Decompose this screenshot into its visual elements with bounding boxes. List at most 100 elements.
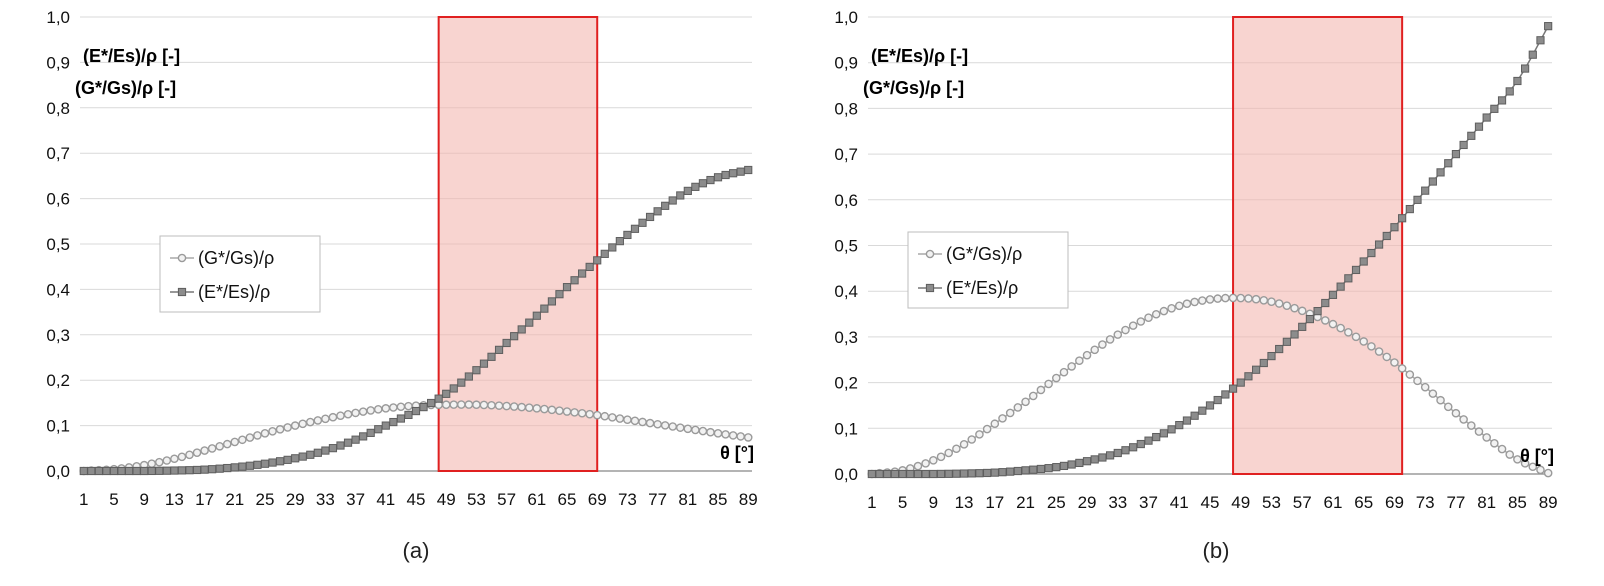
data-point	[630, 224, 640, 233]
data-point	[1297, 306, 1307, 316]
data-point	[1259, 358, 1268, 368]
data-point	[1405, 204, 1414, 214]
data-point	[177, 466, 187, 475]
data-point	[381, 421, 390, 430]
data-point	[547, 405, 557, 415]
data-point	[1121, 325, 1130, 335]
panel-caption: (b)	[1203, 538, 1230, 563]
data-point	[1252, 365, 1261, 374]
data-point	[1174, 301, 1184, 311]
x-tick-label: 49	[437, 490, 456, 509]
data-point	[1082, 350, 1092, 360]
data-point	[343, 438, 353, 447]
data-point	[1328, 290, 1338, 299]
data-point	[1190, 411, 1199, 420]
x-tick-label: 57	[497, 490, 516, 509]
data-point	[883, 469, 892, 479]
data-point	[155, 466, 164, 475]
data-point	[336, 411, 345, 420]
data-point	[1390, 223, 1399, 232]
x-tick-label: 25	[256, 490, 275, 509]
data-point	[936, 469, 946, 479]
data-point	[990, 468, 999, 477]
panel-caption: (a)	[403, 538, 430, 563]
data-point	[1144, 313, 1153, 323]
data-point	[479, 359, 489, 368]
data-point	[457, 378, 466, 387]
data-point	[177, 452, 187, 462]
data-point	[517, 325, 526, 334]
data-point	[1005, 408, 1015, 418]
data-point	[867, 469, 876, 479]
data-point	[351, 435, 360, 444]
data-point	[729, 169, 738, 178]
data-point	[875, 469, 884, 479]
data-point	[185, 466, 194, 475]
data-point	[1367, 248, 1376, 258]
y-axis-label-line-1: (E*/Es)/ρ [-]	[871, 46, 968, 66]
data-point	[1098, 340, 1107, 349]
x-tick-label: 81	[1477, 493, 1496, 512]
data-point	[1290, 330, 1299, 339]
data-point	[1467, 131, 1476, 140]
data-point	[275, 425, 285, 434]
data-point	[487, 352, 496, 361]
data-point	[1013, 466, 1022, 476]
data-point	[638, 218, 647, 227]
data-point	[411, 406, 421, 416]
data-point	[245, 461, 254, 470]
data-point	[585, 409, 594, 419]
data-point	[1159, 429, 1168, 438]
data-point	[592, 410, 602, 420]
data-point	[494, 345, 504, 354]
data-point	[577, 408, 587, 418]
data-point	[1513, 76, 1522, 86]
chart-panel-b: 0,0 0,1 0,2 0,3 0,4 0,5 0,6 0,7 0,8 0,9 1,0 1 5 9 13 17…	[802, 0, 1604, 586]
data-point	[668, 196, 677, 205]
data-point	[321, 414, 330, 424]
data-point	[562, 407, 572, 416]
data-point	[222, 439, 232, 449]
y-axis-label-line-2: (G*/Gs)/ρ [-]	[863, 78, 964, 98]
data-point	[1544, 22, 1553, 31]
x-tick-label: 61	[1324, 493, 1343, 512]
data-point	[494, 401, 504, 410]
x-tick-label: 13	[955, 493, 974, 512]
data-point	[1029, 465, 1038, 474]
data-point	[268, 427, 277, 436]
legend-marker-circle	[177, 253, 187, 263]
data-point	[1336, 323, 1345, 333]
data-point	[1221, 390, 1230, 399]
data-point	[1251, 294, 1261, 304]
data-point	[472, 400, 481, 410]
data-point	[1098, 453, 1107, 462]
x-tick-label: 89	[739, 490, 758, 509]
y-axis-label-line-2: (G*/Gs)/ρ [-]	[75, 78, 176, 98]
data-point	[1436, 168, 1445, 177]
data-point	[698, 426, 708, 436]
data-point	[706, 175, 715, 185]
data-point	[1398, 214, 1407, 223]
data-point	[1090, 345, 1100, 355]
data-point	[547, 297, 557, 306]
data-point	[1351, 265, 1361, 275]
x-tick-label: 17	[195, 490, 214, 509]
data-point	[1021, 466, 1030, 475]
data-point	[253, 460, 262, 469]
y-tick-label: 0,3	[834, 328, 858, 347]
data-point	[1543, 468, 1553, 478]
x-tick-label: 89	[1539, 493, 1558, 512]
data-point	[744, 165, 753, 175]
x-tick-label: 85	[709, 490, 728, 509]
data-point	[1213, 395, 1222, 405]
data-point	[660, 421, 670, 430]
y-tick-label: 0,8	[834, 99, 858, 118]
data-point	[1236, 293, 1246, 303]
data-point	[713, 173, 723, 182]
data-point	[661, 201, 670, 210]
data-point	[1474, 122, 1484, 131]
y-tick-label: 0,1	[46, 417, 70, 436]
data-point	[170, 466, 179, 475]
x-tick-label: 77	[648, 490, 667, 509]
data-point	[1152, 432, 1161, 442]
